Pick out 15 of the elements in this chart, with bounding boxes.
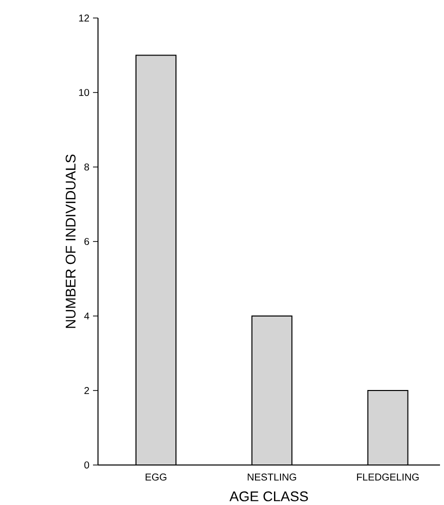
y-tick-label: 12 bbox=[79, 14, 89, 22]
x-axis-title: AGE CLASS bbox=[230, 491, 308, 502]
x-tick-label: NESTLING bbox=[248, 474, 296, 481]
y-tick-label: 6 bbox=[84, 238, 90, 246]
y-tick-label: 2 bbox=[84, 387, 89, 394]
bar bbox=[367, 390, 408, 465]
bar bbox=[136, 55, 176, 465]
y-axis-title: NUMBER OF INDIVIDUALS bbox=[66, 154, 76, 328]
y-tick-label: 0 bbox=[84, 461, 90, 469]
x-tick-label: EGG bbox=[146, 474, 166, 481]
y-tick-label: 8 bbox=[84, 163, 90, 171]
y-tick-label: 10 bbox=[79, 88, 90, 96]
x-tick-label: FLEDGELING bbox=[357, 474, 419, 481]
y-tick-label: 4 bbox=[84, 312, 90, 320]
bar bbox=[252, 316, 292, 465]
